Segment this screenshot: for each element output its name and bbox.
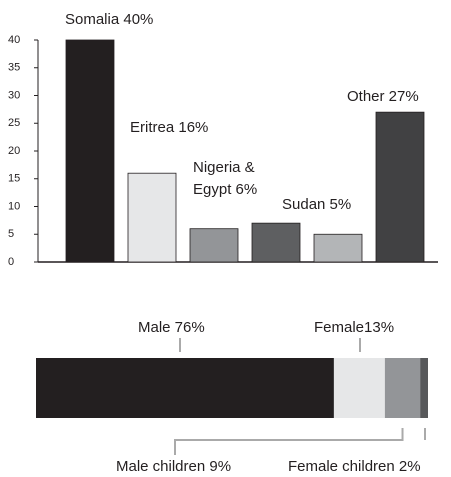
leader-line: [174, 428, 404, 455]
bar: [127, 172, 177, 263]
y-tick-label: 35: [8, 62, 20, 74]
bar-segment: [384, 358, 421, 418]
bar: [313, 233, 363, 263]
bar: [189, 228, 239, 263]
bar: [375, 111, 425, 263]
y-tick-label: 30: [8, 89, 20, 101]
segment-label: Male children 9%: [116, 458, 231, 475]
segment-label: Female children 2%: [288, 458, 421, 475]
bar: [251, 222, 301, 263]
y-tick-label: 5: [8, 228, 14, 240]
y-tick-label: 0: [8, 256, 14, 268]
bar-segment: [333, 358, 385, 418]
bar-segment: [420, 358, 428, 418]
bar-label: Sudan 5%: [282, 196, 351, 213]
y-tick-label: 20: [8, 145, 20, 157]
bar-label: Eritrea 16%: [130, 119, 208, 136]
bar-segment: [36, 358, 334, 418]
y-tick-label: 25: [8, 117, 20, 129]
y-tick-label: 10: [8, 200, 20, 212]
bar-label: Other 27%: [347, 88, 419, 105]
bar-label: Somalia 40%: [65, 11, 153, 28]
bar-label: Nigeria & Egypt 6%: [193, 159, 257, 198]
segment-label: Male 76%: [138, 319, 205, 336]
bar: [65, 39, 115, 263]
y-tick-label: 15: [8, 173, 20, 185]
y-tick-label: 40: [8, 34, 20, 46]
segment-label: Female13%: [314, 319, 394, 336]
